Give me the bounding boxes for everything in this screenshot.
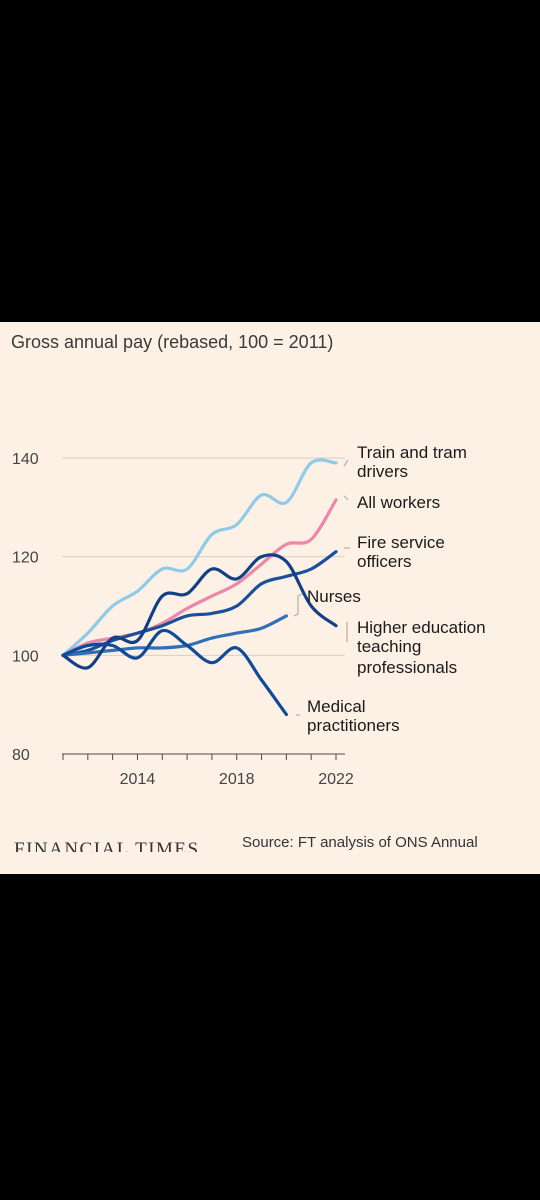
financial-times-logo: FINANCIAL TIMES — [14, 839, 200, 852]
y-tick-label-120: 120 — [12, 550, 39, 567]
label-train-and-tram-drivers: Train and tram drivers — [357, 443, 472, 481]
series-lines — [61, 458, 338, 717]
series-labels: Train and tram drivers All workers Fire … — [307, 443, 490, 735]
label-nurses: Nurses — [307, 587, 361, 606]
y-tick-label-140: 140 — [12, 451, 39, 468]
x-tick-label-2018: 2018 — [219, 771, 255, 788]
x-tick-label-2022: 2022 — [318, 771, 354, 788]
source-note: Source: FT analysis of ONS Annual — [242, 834, 478, 851]
leader-line-3 — [293, 593, 303, 617]
y-tick-label-100: 100 — [12, 648, 39, 665]
x-axis: 2014 2018 2022 — [62, 754, 354, 788]
leader-line-0 — [343, 459, 349, 467]
label-medical-practitioners: Medical practitioners — [307, 697, 400, 735]
label-fire-service-officers: Fire service officers — [357, 533, 450, 571]
series-line-higher-education-teaching-professionals — [61, 553, 338, 670]
label-all-workers: All workers — [357, 493, 440, 512]
label-leaders — [293, 459, 350, 716]
chart-card: Gross annual pay (rebased, 100 = 2011) 8… — [0, 322, 540, 874]
series-line-medical-practitioners — [61, 628, 288, 717]
line-chart: 80 100 120 140 2014 2018 2022 Train and tram … — [12, 443, 490, 788]
series-line-train-and-tram-drivers — [61, 458, 338, 657]
leader-line-1 — [343, 495, 349, 501]
chart-title: Gross annual pay (rebased, 100 = 2011) — [11, 332, 334, 352]
gridlines: 80 100 120 140 — [12, 451, 345, 764]
label-higher-education-teaching-professionals: Higher education teaching professionals — [357, 618, 490, 677]
y-tick-label-80: 80 — [12, 747, 30, 764]
x-tick-label-2014: 2014 — [120, 771, 156, 788]
